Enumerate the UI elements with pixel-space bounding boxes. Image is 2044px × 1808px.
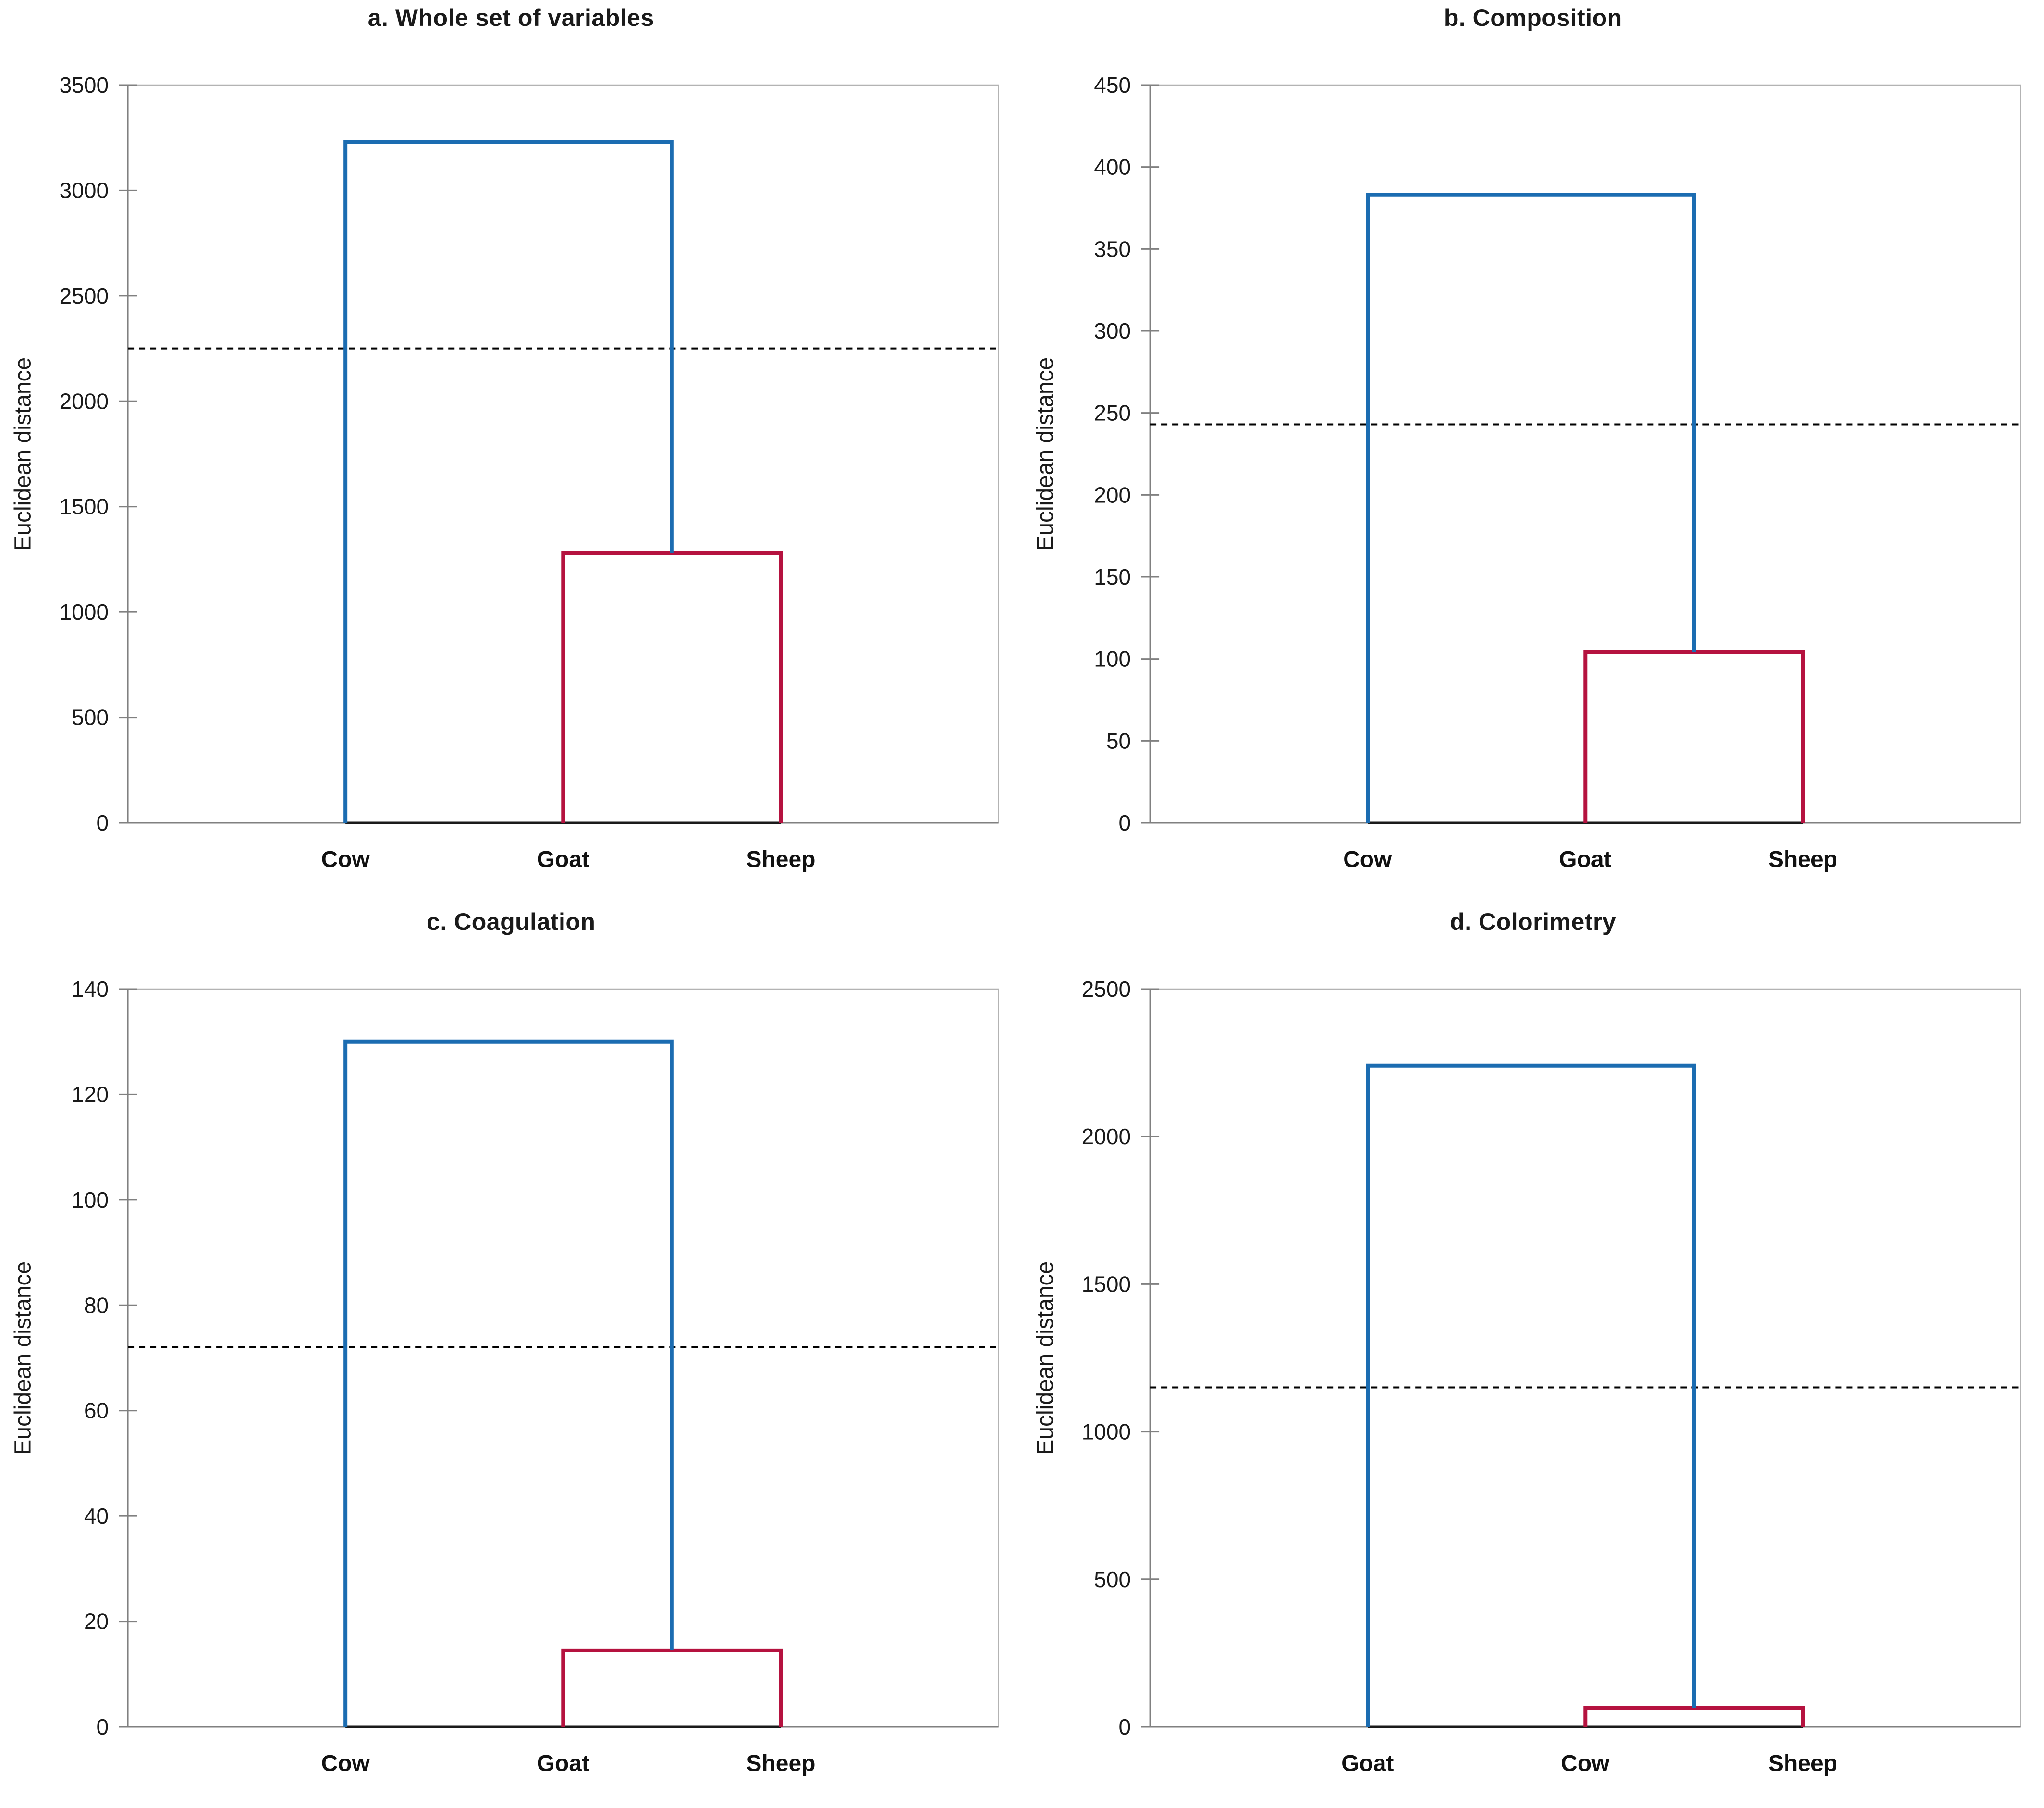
- chart-title: c. Coagulation: [427, 908, 596, 935]
- svg-text:500: 500: [72, 705, 109, 730]
- svg-text:1000: 1000: [60, 599, 109, 624]
- svg-text:2500: 2500: [60, 283, 109, 308]
- leaf-label: Cow: [1561, 1750, 1610, 1776]
- svg-text:1500: 1500: [1081, 1271, 1130, 1296]
- svg-text:0: 0: [1118, 810, 1131, 835]
- svg-text:200: 200: [1094, 482, 1131, 507]
- leaf-label: Goat: [1559, 846, 1612, 872]
- svg-text:80: 80: [84, 1293, 109, 1318]
- svg-text:60: 60: [84, 1398, 109, 1423]
- dendrogram-plot: 0 50 100 150 200 250 300 350 400 450: [1094, 73, 2021, 835]
- leaf-label: Sheep: [1768, 846, 1837, 872]
- svg-text:100: 100: [72, 1187, 109, 1212]
- svg-text:50: 50: [1106, 728, 1130, 753]
- x-axis-labels: Goat Cow Sheep: [1150, 1750, 2020, 1779]
- svg-text:2000: 2000: [60, 389, 109, 414]
- x-axis-labels: Cow Goat Sheep: [128, 1750, 998, 1779]
- leaf-label: Sheep: [746, 846, 816, 872]
- svg-text:150: 150: [1094, 564, 1131, 589]
- leaf-label: Cow: [321, 846, 370, 872]
- chart-title: a. Whole set of variables: [367, 4, 654, 31]
- svg-text:0: 0: [1118, 1714, 1131, 1739]
- x-axis-labels: Cow Goat Sheep: [128, 846, 998, 875]
- chart-title: d. Colorimetry: [1450, 908, 1616, 935]
- svg-text:300: 300: [1094, 318, 1131, 343]
- svg-text:250: 250: [1094, 401, 1131, 426]
- dendrogram-panel-c: c. Coagulation Euclidean distance 0 20 40 6…: [0, 904, 1022, 1808]
- dendrogram-plot: 0 20 40 60 80 100 120 140: [72, 977, 999, 1739]
- svg-text:40: 40: [84, 1503, 109, 1528]
- svg-text:120: 120: [72, 1082, 109, 1107]
- svg-text:140: 140: [72, 977, 109, 1002]
- leaf-label: Goat: [1341, 1750, 1394, 1776]
- dendrogram-panel-b: b. Composition Euclidean distance 0 50 100…: [1022, 0, 2044, 904]
- svg-text:3500: 3500: [60, 73, 109, 98]
- leaf-label: Sheep: [746, 1750, 816, 1776]
- svg-text:500: 500: [1094, 1567, 1131, 1592]
- svg-text:2500: 2500: [1081, 977, 1130, 1002]
- dendrogram-plot: 0 500 1000 1500 2000 2500: [1081, 977, 2021, 1739]
- leaf-label: Sheep: [1768, 1750, 1837, 1776]
- svg-text:1500: 1500: [60, 494, 109, 519]
- svg-text:1000: 1000: [1081, 1419, 1130, 1444]
- dendrogram-plot: 0 500 1000 1500 2000 2500 3000 3500: [60, 73, 999, 835]
- x-axis-labels: Cow Goat Sheep: [1150, 846, 2020, 875]
- leaf-label: Goat: [537, 1750, 590, 1776]
- svg-text:400: 400: [1094, 155, 1131, 180]
- svg-text:20: 20: [84, 1609, 109, 1634]
- svg-text:3000: 3000: [60, 178, 109, 203]
- svg-text:450: 450: [1094, 73, 1131, 98]
- svg-text:350: 350: [1094, 236, 1131, 261]
- svg-text:2000: 2000: [1081, 1124, 1130, 1149]
- dendrogram-panel-a: a. Whole set of variables Euclidean dist…: [0, 0, 1022, 904]
- svg-text:100: 100: [1094, 647, 1131, 672]
- leaf-label: Goat: [537, 846, 590, 872]
- chart-title: b. Composition: [1444, 4, 1622, 31]
- dendrogram-panel-d: d. Colorimetry Euclidean distance 0 500 10…: [1022, 904, 2044, 1808]
- leaf-label: Cow: [1343, 846, 1392, 872]
- svg-text:0: 0: [96, 1714, 109, 1739]
- leaf-label: Cow: [321, 1750, 370, 1776]
- svg-text:0: 0: [96, 810, 109, 835]
